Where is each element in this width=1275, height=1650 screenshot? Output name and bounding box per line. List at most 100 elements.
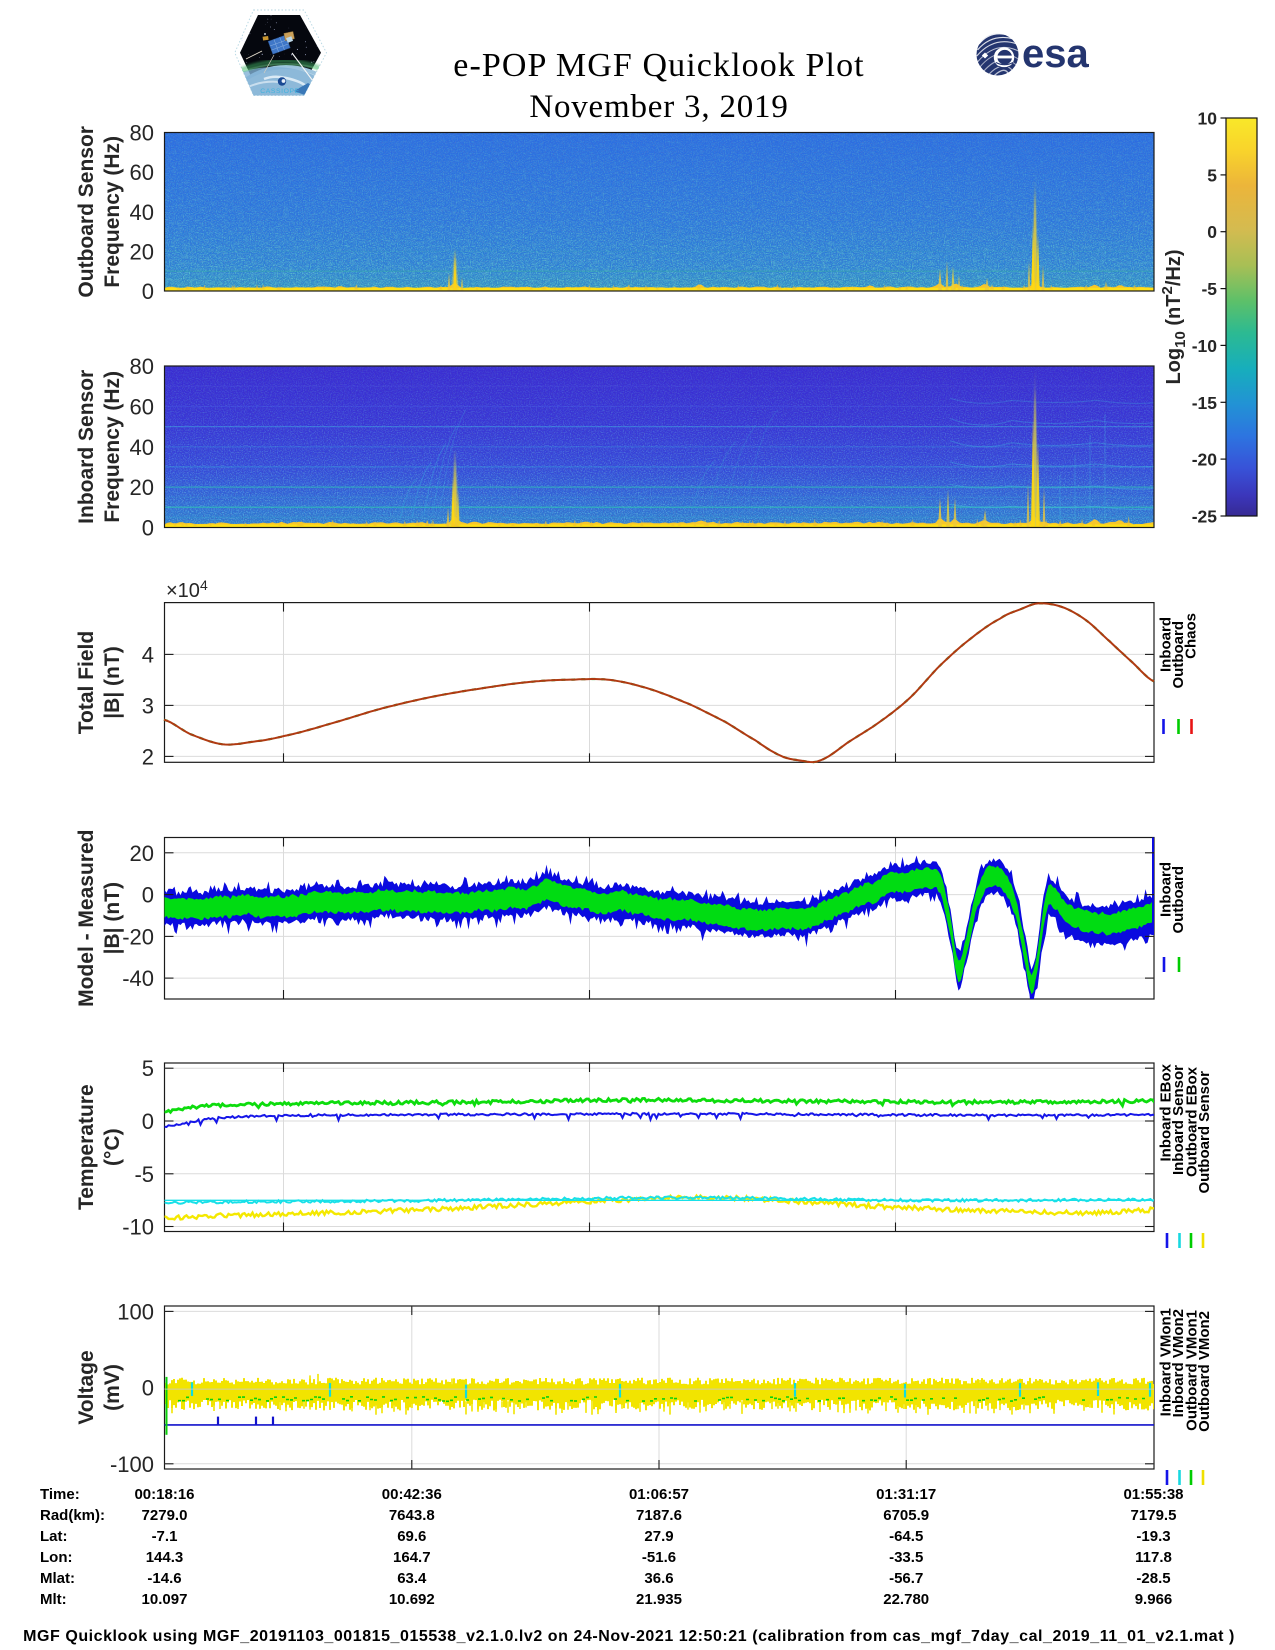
- svg-text:Model - Measured: Model - Measured: [75, 830, 98, 1007]
- svg-text:00:42:36: 00:42:36: [382, 1486, 442, 1503]
- svg-text:00:18:16: 00:18:16: [134, 1486, 194, 1503]
- svg-text:Mlat:: Mlat:: [40, 1570, 75, 1587]
- svg-text:01:06:57: 01:06:57: [629, 1486, 689, 1503]
- svg-text:(°C): (°C): [101, 1128, 124, 1166]
- svg-text:Log10 (nT2/Hz): Log10 (nT2/Hz): [1159, 249, 1189, 384]
- svg-text:7187.6: 7187.6: [636, 1507, 682, 1524]
- svg-text:100: 100: [117, 1299, 154, 1324]
- svg-text:Inboard EBox: Inboard EBox: [1158, 1063, 1175, 1161]
- svg-text:20: 20: [130, 475, 154, 500]
- svg-text:Outboard EBox: Outboard EBox: [1184, 1066, 1201, 1177]
- svg-text:MGF Quicklook using MGF_201911: MGF Quicklook using MGF_20191103_001815_…: [23, 1628, 1235, 1645]
- svg-text:Time:: Time:: [40, 1486, 80, 1503]
- svg-text:e-POP MGF Quicklook Plot: e-POP MGF Quicklook Plot: [453, 47, 864, 84]
- svg-text:Inboard Sensor: Inboard Sensor: [75, 370, 98, 524]
- svg-text:80: 80: [130, 121, 154, 146]
- svg-text:-28.5: -28.5: [1136, 1570, 1170, 1587]
- svg-text:Temperature: Temperature: [75, 1084, 98, 1210]
- svg-text:60: 60: [130, 394, 154, 419]
- svg-text:Lat:: Lat:: [40, 1528, 68, 1545]
- svg-text:-64.5: -64.5: [889, 1528, 923, 1545]
- svg-text:Frequency (Hz): Frequency (Hz): [101, 136, 124, 288]
- svg-text:×104: ×104: [166, 577, 208, 602]
- svg-text:0: 0: [1207, 222, 1217, 242]
- svg-text:164.7: 164.7: [393, 1549, 431, 1566]
- svg-text:Inboard: Inboard: [1158, 862, 1175, 917]
- svg-text:-51.6: -51.6: [642, 1549, 676, 1566]
- svg-text:5: 5: [1207, 165, 1217, 185]
- svg-text:117.8: 117.8: [1135, 1549, 1172, 1566]
- svg-text:-25: -25: [1192, 507, 1218, 527]
- svg-text:Outboard Sensor: Outboard Sensor: [75, 126, 98, 298]
- svg-text:-5: -5: [1201, 279, 1217, 299]
- svg-text:27.9: 27.9: [644, 1528, 673, 1545]
- svg-text:01:31:17: 01:31:17: [876, 1486, 936, 1503]
- svg-text:80: 80: [130, 354, 154, 379]
- svg-text:2: 2: [142, 744, 154, 769]
- svg-text:Mlt:: Mlt:: [40, 1591, 67, 1608]
- svg-text:144.3: 144.3: [146, 1549, 184, 1566]
- svg-text:7643.8: 7643.8: [389, 1507, 435, 1524]
- svg-text:-10: -10: [122, 1215, 154, 1240]
- svg-text:Frequency (Hz): Frequency (Hz): [101, 371, 124, 523]
- svg-text:20: 20: [130, 841, 154, 866]
- svg-text:0: 0: [142, 1109, 154, 1134]
- svg-text:22.780: 22.780: [883, 1591, 929, 1608]
- svg-text:-20: -20: [1192, 450, 1218, 470]
- svg-text:Outboard VMon1: Outboard VMon1: [1184, 1310, 1201, 1431]
- svg-text:4: 4: [142, 642, 154, 667]
- svg-text:(mV): (mV): [101, 1364, 124, 1411]
- svg-text:Outboard VMon2: Outboard VMon2: [1196, 1311, 1213, 1432]
- svg-text:20: 20: [130, 239, 154, 264]
- svg-text:Outboard: Outboard: [1170, 621, 1187, 689]
- svg-text:0: 0: [142, 883, 154, 908]
- svg-text:Inboard VMon2: Inboard VMon2: [1170, 1309, 1187, 1417]
- svg-text:Inboard Sensor: Inboard Sensor: [1170, 1065, 1187, 1175]
- svg-text:10: 10: [1198, 109, 1218, 129]
- svg-text:10.097: 10.097: [142, 1591, 188, 1608]
- svg-text:63.4: 63.4: [397, 1570, 427, 1587]
- svg-text:-5: -5: [134, 1162, 154, 1187]
- svg-text:esa: esa: [1022, 32, 1089, 76]
- svg-text:-20: -20: [122, 924, 154, 949]
- svg-text:Chaos: Chaos: [1183, 613, 1200, 659]
- svg-text:0: 0: [142, 279, 154, 304]
- svg-text:Inboard VMon1: Inboard VMon1: [1158, 1308, 1175, 1416]
- svg-text:01:55:38: 01:55:38: [1123, 1486, 1183, 1503]
- svg-text:0: 0: [142, 1376, 154, 1401]
- svg-text:40: 40: [130, 435, 154, 460]
- svg-text:36.6: 36.6: [644, 1570, 673, 1587]
- svg-text:60: 60: [130, 160, 154, 185]
- svg-text:3: 3: [142, 693, 154, 718]
- svg-text:Total Field: Total Field: [75, 631, 98, 734]
- svg-text:Inboard: Inboard: [1158, 617, 1175, 672]
- svg-text:21.935: 21.935: [636, 1591, 682, 1608]
- svg-text:7179.5: 7179.5: [1131, 1507, 1177, 1524]
- svg-text:-19.3: -19.3: [1136, 1528, 1170, 1545]
- svg-text:-40: -40: [122, 966, 154, 991]
- svg-text:Voltage: Voltage: [75, 1350, 98, 1424]
- svg-text:6705.9: 6705.9: [883, 1507, 929, 1524]
- svg-text:Outboard: Outboard: [1170, 866, 1187, 934]
- svg-text:Rad(km):: Rad(km):: [40, 1507, 105, 1524]
- svg-text:-10: -10: [1192, 336, 1218, 356]
- svg-text:November 3, 2019: November 3, 2019: [529, 89, 788, 125]
- svg-text:-33.5: -33.5: [889, 1549, 923, 1566]
- svg-text:-7.1: -7.1: [152, 1528, 178, 1545]
- svg-text:40: 40: [130, 200, 154, 225]
- svg-text:9.966: 9.966: [1135, 1591, 1173, 1608]
- svg-text:5: 5: [142, 1056, 154, 1081]
- svg-text:Outboard Sensor: Outboard Sensor: [1196, 1071, 1213, 1194]
- svg-text:69.6: 69.6: [397, 1528, 426, 1545]
- svg-text:-14.6: -14.6: [147, 1570, 181, 1587]
- svg-text:0: 0: [142, 516, 154, 541]
- svg-text:-56.7: -56.7: [889, 1570, 923, 1587]
- svg-text:|B| (nT): |B| (nT): [101, 882, 124, 954]
- svg-text:CASSIOPE: CASSIOPE: [260, 88, 300, 95]
- svg-text:-15: -15: [1192, 393, 1218, 413]
- svg-text:10.692: 10.692: [389, 1591, 435, 1608]
- svg-text:Lon:: Lon:: [40, 1549, 72, 1566]
- svg-text:|B| (nT): |B| (nT): [101, 646, 124, 718]
- svg-text:-100: -100: [110, 1452, 154, 1477]
- svg-text:7279.0: 7279.0: [142, 1507, 188, 1524]
